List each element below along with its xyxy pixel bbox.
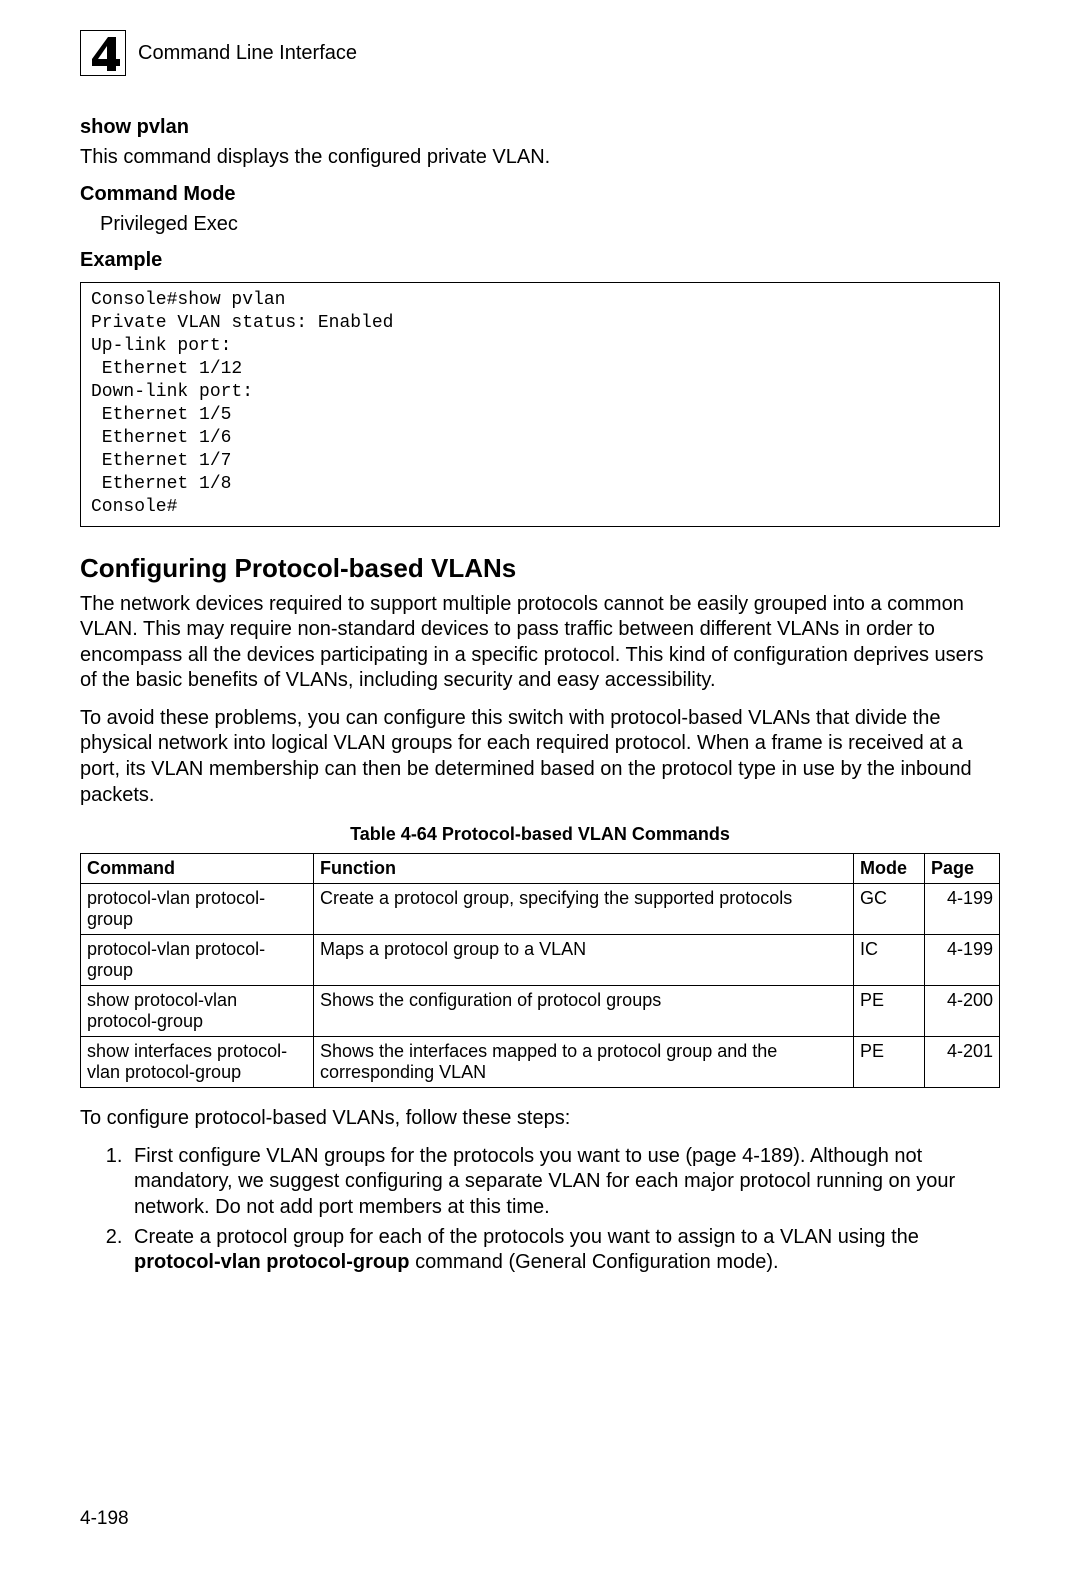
cell-page: 4-200: [925, 986, 1000, 1037]
cell-mode: IC: [854, 935, 925, 986]
table-caption: Table 4-64 Protocol-based VLAN Commands: [80, 824, 1000, 845]
cell-command: protocol-vlan protocol-group: [81, 935, 314, 986]
cell-mode: PE: [854, 986, 925, 1037]
list-item: Create a protocol group for each of the …: [128, 1225, 1000, 1276]
table-header-row: Command Function Mode Page: [81, 854, 1000, 884]
table-header-command: Command: [81, 854, 314, 884]
cell-page: 4-199: [925, 935, 1000, 986]
running-head-text: Command Line Interface: [138, 42, 357, 65]
cell-command: protocol-vlan protocol-group: [81, 884, 314, 935]
step-command-name: protocol-vlan protocol-group: [134, 1251, 410, 1273]
cell-function: Shows the configuration of protocol grou…: [314, 986, 854, 1037]
cell-page: 4-201: [925, 1037, 1000, 1088]
table-row: protocol-vlan protocol-group Maps a prot…: [81, 935, 1000, 986]
example-code-block: Console#show pvlan Private VLAN status: …: [80, 282, 1000, 526]
cell-function: Shows the interfaces mapped to a protoco…: [314, 1037, 854, 1088]
steps-list: First configure VLAN groups for the prot…: [80, 1144, 1000, 1276]
section-title: Configuring Protocol-based VLANs: [80, 553, 1000, 584]
step-text-post: command (General Configuration mode).: [410, 1251, 779, 1273]
cell-function: Maps a protocol group to a VLAN: [314, 935, 854, 986]
table-row: protocol-vlan protocol-group Create a pr…: [81, 884, 1000, 935]
cell-command: show protocol-vlan protocol-group: [81, 986, 314, 1037]
document-page: Command Line Interface show pvlan This c…: [0, 0, 1080, 1570]
table-header-mode: Mode: [854, 854, 925, 884]
table-header-page: Page: [925, 854, 1000, 884]
example-heading: Example: [80, 249, 1000, 272]
command-description: This command displays the configured pri…: [80, 145, 1000, 171]
page-number: 4-198: [80, 1508, 129, 1530]
step-text: First configure VLAN groups for the prot…: [134, 1145, 955, 1218]
running-header: Command Line Interface: [80, 30, 1000, 76]
section-paragraph-1: The network devices required to support …: [80, 592, 1000, 694]
step-text-pre: Create a protocol group for each of the …: [134, 1226, 919, 1248]
command-mode-value: Privileged Exec: [100, 212, 1000, 238]
command-name-heading: show pvlan: [80, 116, 1000, 139]
table-header-function: Function: [314, 854, 854, 884]
chapter-number-icon: [80, 30, 126, 76]
cell-mode: PE: [854, 1037, 925, 1088]
cell-function: Create a protocol group, specifying the …: [314, 884, 854, 935]
cell-command: show interfaces protocol-vlan protocol-g…: [81, 1037, 314, 1088]
command-mode-heading: Command Mode: [80, 183, 1000, 206]
table-row: show interfaces protocol-vlan protocol-g…: [81, 1037, 1000, 1088]
list-item: First configure VLAN groups for the prot…: [128, 1144, 1000, 1221]
commands-table: Command Function Mode Page protocol-vlan…: [80, 853, 1000, 1088]
cell-page: 4-199: [925, 884, 1000, 935]
table-row: show protocol-vlan protocol-group Shows …: [81, 986, 1000, 1037]
section-paragraph-2: To avoid these problems, you can configu…: [80, 706, 1000, 808]
cell-mode: GC: [854, 884, 925, 935]
steps-intro: To configure protocol-based VLANs, follo…: [80, 1106, 1000, 1132]
